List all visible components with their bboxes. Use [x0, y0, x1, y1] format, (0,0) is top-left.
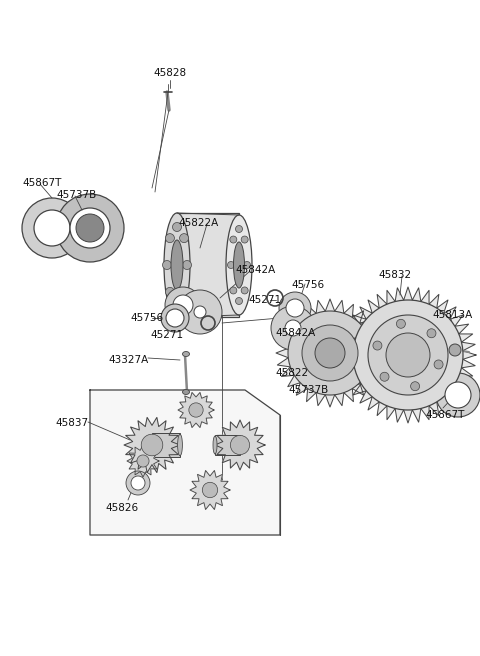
- Circle shape: [351, 341, 375, 365]
- Text: 45822A: 45822A: [178, 218, 218, 228]
- Circle shape: [286, 299, 304, 317]
- Circle shape: [178, 290, 222, 334]
- Circle shape: [180, 287, 189, 297]
- Circle shape: [410, 382, 420, 391]
- Text: 45813A: 45813A: [432, 310, 472, 320]
- Circle shape: [302, 325, 358, 381]
- Bar: [177, 213, 239, 317]
- Circle shape: [380, 372, 389, 381]
- Ellipse shape: [213, 436, 217, 454]
- Circle shape: [241, 287, 248, 294]
- Circle shape: [182, 260, 192, 270]
- Text: 45826: 45826: [105, 503, 138, 513]
- Polygon shape: [340, 287, 476, 423]
- Circle shape: [180, 234, 189, 243]
- Circle shape: [202, 482, 218, 498]
- Circle shape: [346, 336, 380, 370]
- Ellipse shape: [164, 213, 190, 317]
- Ellipse shape: [171, 240, 183, 290]
- Circle shape: [173, 295, 193, 315]
- Circle shape: [449, 344, 461, 356]
- Text: 45842A: 45842A: [275, 328, 315, 338]
- Text: 43327A: 43327A: [108, 355, 148, 365]
- Circle shape: [285, 320, 301, 336]
- Circle shape: [230, 436, 250, 455]
- Circle shape: [241, 236, 248, 243]
- Circle shape: [228, 262, 235, 268]
- Circle shape: [166, 287, 174, 297]
- Circle shape: [131, 476, 145, 490]
- Circle shape: [194, 306, 206, 318]
- Ellipse shape: [226, 215, 252, 315]
- Polygon shape: [124, 417, 180, 472]
- Circle shape: [189, 403, 203, 417]
- Ellipse shape: [182, 390, 190, 394]
- Polygon shape: [178, 392, 214, 428]
- Circle shape: [373, 341, 382, 350]
- Circle shape: [166, 234, 174, 243]
- Text: 45867T: 45867T: [22, 178, 61, 188]
- Circle shape: [165, 287, 201, 323]
- Circle shape: [34, 210, 70, 246]
- Circle shape: [137, 455, 149, 467]
- Circle shape: [141, 434, 163, 456]
- Text: 45832: 45832: [378, 270, 411, 280]
- Ellipse shape: [178, 434, 182, 456]
- Circle shape: [279, 292, 311, 324]
- Circle shape: [22, 198, 82, 258]
- Circle shape: [368, 315, 448, 395]
- Text: 45737B: 45737B: [288, 385, 328, 395]
- Circle shape: [236, 226, 242, 232]
- Text: 45837: 45837: [55, 418, 88, 428]
- Circle shape: [172, 222, 181, 232]
- Circle shape: [230, 287, 237, 294]
- Circle shape: [163, 260, 171, 270]
- Circle shape: [333, 323, 393, 383]
- Text: 45828: 45828: [154, 68, 187, 78]
- Circle shape: [172, 298, 181, 308]
- Text: 45756: 45756: [130, 313, 163, 323]
- Text: 45737B: 45737B: [56, 190, 96, 200]
- Text: 45271: 45271: [150, 330, 183, 340]
- Polygon shape: [276, 299, 384, 407]
- Circle shape: [271, 306, 315, 350]
- Polygon shape: [127, 445, 159, 477]
- Ellipse shape: [233, 242, 244, 288]
- Circle shape: [434, 360, 443, 369]
- Polygon shape: [190, 470, 230, 510]
- Ellipse shape: [182, 352, 190, 356]
- Circle shape: [436, 373, 480, 417]
- Circle shape: [427, 329, 436, 338]
- Text: 45271: 45271: [248, 295, 281, 305]
- Circle shape: [236, 298, 242, 304]
- Text: 45842A: 45842A: [235, 265, 275, 275]
- Circle shape: [445, 382, 471, 408]
- Bar: [152, 433, 180, 457]
- Circle shape: [126, 471, 150, 495]
- Circle shape: [288, 311, 372, 395]
- Polygon shape: [90, 390, 280, 535]
- Text: 45867T: 45867T: [425, 410, 464, 420]
- Polygon shape: [215, 420, 265, 470]
- Circle shape: [70, 208, 110, 248]
- Circle shape: [243, 262, 251, 268]
- Text: 45822: 45822: [275, 368, 308, 378]
- Circle shape: [56, 194, 124, 262]
- Bar: [215, 435, 240, 455]
- Circle shape: [230, 236, 237, 243]
- Circle shape: [315, 338, 345, 368]
- Circle shape: [166, 309, 184, 327]
- Circle shape: [76, 214, 104, 242]
- Circle shape: [396, 319, 406, 328]
- Text: 45756: 45756: [291, 280, 324, 290]
- Circle shape: [161, 304, 189, 332]
- Circle shape: [353, 300, 463, 410]
- Circle shape: [386, 333, 430, 377]
